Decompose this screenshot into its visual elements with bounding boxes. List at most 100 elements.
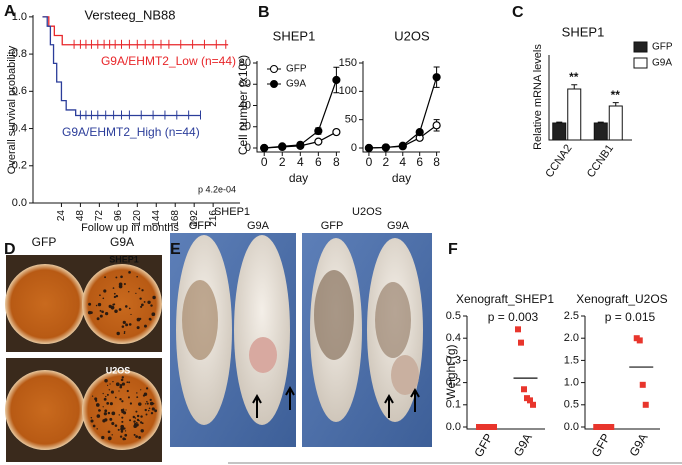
- bar: [608, 105, 623, 141]
- x-tick-label: 8: [333, 155, 340, 169]
- point: [527, 397, 533, 404]
- survival-curve: [42, 16, 229, 46]
- y-axis-label: Relative mRNA levels: [532, 44, 544, 150]
- annotation: **: [569, 70, 579, 84]
- x-tick-label: 4: [399, 155, 406, 169]
- y-tick-label: 80: [239, 57, 251, 69]
- series-label: G9A/EHMT2_High (n=44): [62, 125, 200, 139]
- axis: [362, 61, 440, 153]
- legend-label: G9A: [652, 58, 672, 69]
- y-tick-label: 0: [245, 142, 251, 154]
- marker: [398, 141, 407, 150]
- y-tick-label: 0.4: [12, 122, 27, 134]
- photo-label: G9A: [387, 220, 410, 232]
- x-tick-label: CCNA2: [543, 143, 574, 180]
- x-tick-label: 192: [189, 210, 200, 227]
- axis: [584, 316, 660, 430]
- error-bar: [571, 84, 578, 89]
- series-label: G9A/EHMT2_Low (n=44): [101, 54, 236, 68]
- x-tick-label: 6: [315, 155, 322, 169]
- annotation: p 4.2e-04: [198, 184, 236, 194]
- survival-curve: [42, 16, 201, 117]
- line: [368, 76, 438, 149]
- y-tick-label: 1.0: [12, 11, 27, 23]
- y-axis-label: Cell number (x10⁶): [236, 55, 250, 155]
- photo-d: [5, 255, 162, 462]
- y-tick-label: 0.5: [564, 399, 579, 411]
- y-axis-label: Overall survival probability: [6, 45, 18, 174]
- x-tick-label: 96: [113, 210, 124, 222]
- panel-label: B: [258, 4, 270, 21]
- photo-label: G9A: [247, 220, 270, 232]
- y-tick-label: 0.8: [12, 48, 27, 60]
- x-axis-label: Follow up in months: [81, 222, 179, 234]
- y-tick-label: 0.0: [564, 421, 579, 433]
- error-bar: [597, 121, 604, 123]
- photo-label: SHEP1: [109, 254, 139, 264]
- x-tick-label: 48: [75, 210, 86, 222]
- marker: [332, 127, 341, 137]
- x-tick-label: 2: [383, 155, 390, 169]
- point: [593, 424, 600, 430]
- panel-label: C: [512, 4, 524, 21]
- point: [603, 424, 610, 430]
- marker: [314, 137, 323, 146]
- y-tick-label: 40: [239, 99, 251, 111]
- legend-label: GFP: [286, 64, 307, 75]
- y-tick-label: 100: [339, 85, 357, 97]
- point: [481, 424, 487, 430]
- point: [486, 424, 492, 430]
- bar: [552, 122, 567, 141]
- point: [639, 381, 646, 388]
- point: [476, 424, 482, 430]
- x-tick-label: 216: [208, 210, 219, 227]
- y-tick-label: 50: [345, 114, 357, 126]
- point: [530, 401, 536, 408]
- y-axis-label: Weight (g): [444, 344, 458, 399]
- photo-e: [170, 233, 432, 447]
- x-tick-label: 72: [94, 210, 105, 222]
- error-bar: [556, 121, 563, 123]
- chart-title: Versteeg_NB88: [84, 7, 175, 22]
- marker: [278, 142, 287, 151]
- photo-label: U2OS: [106, 365, 131, 375]
- panel-label: F: [448, 241, 458, 258]
- bar: [593, 122, 608, 141]
- y-tick-label: 20: [239, 121, 251, 133]
- y-tick-label: 150: [339, 57, 357, 69]
- y-tick-label: 1.5: [564, 354, 579, 366]
- marker: [332, 75, 341, 85]
- x-tick-label: 2: [279, 155, 286, 169]
- x-tick-label: 144: [151, 210, 162, 227]
- photo-label: GFP: [32, 235, 57, 249]
- marker: [415, 128, 424, 137]
- marker: [314, 126, 323, 136]
- marker: [364, 143, 374, 153]
- point: [521, 386, 527, 393]
- x-tick-label: GFP: [589, 431, 613, 459]
- x-tick-label: 6: [416, 155, 423, 169]
- x-tick-label: 8: [433, 155, 440, 169]
- axis: [466, 316, 545, 430]
- legend-label: G9A: [286, 79, 306, 90]
- x-axis-label: day: [289, 171, 308, 185]
- panel-label: A: [4, 3, 16, 20]
- x-tick-label: 0: [366, 155, 373, 169]
- legend-swatch: [633, 57, 648, 69]
- x-axis-label: day: [392, 171, 411, 185]
- annotation: p = 0.003: [488, 310, 539, 324]
- error-bar: [612, 102, 619, 106]
- y-tick-label: 0.4: [446, 332, 461, 344]
- y-tick-label: 1.0: [564, 377, 579, 389]
- y-tick-label: 0.3: [446, 354, 461, 366]
- marker: [381, 143, 390, 152]
- panel-label: E: [170, 241, 181, 258]
- marker: [432, 73, 441, 82]
- chart-title: SHEP1: [273, 28, 316, 43]
- chart-title: SHEP1: [562, 24, 605, 39]
- panel-label: D: [4, 241, 16, 258]
- x-tick-label: 24: [56, 210, 67, 222]
- annotation: **: [611, 88, 621, 102]
- annotation: p = 0.015: [605, 310, 656, 324]
